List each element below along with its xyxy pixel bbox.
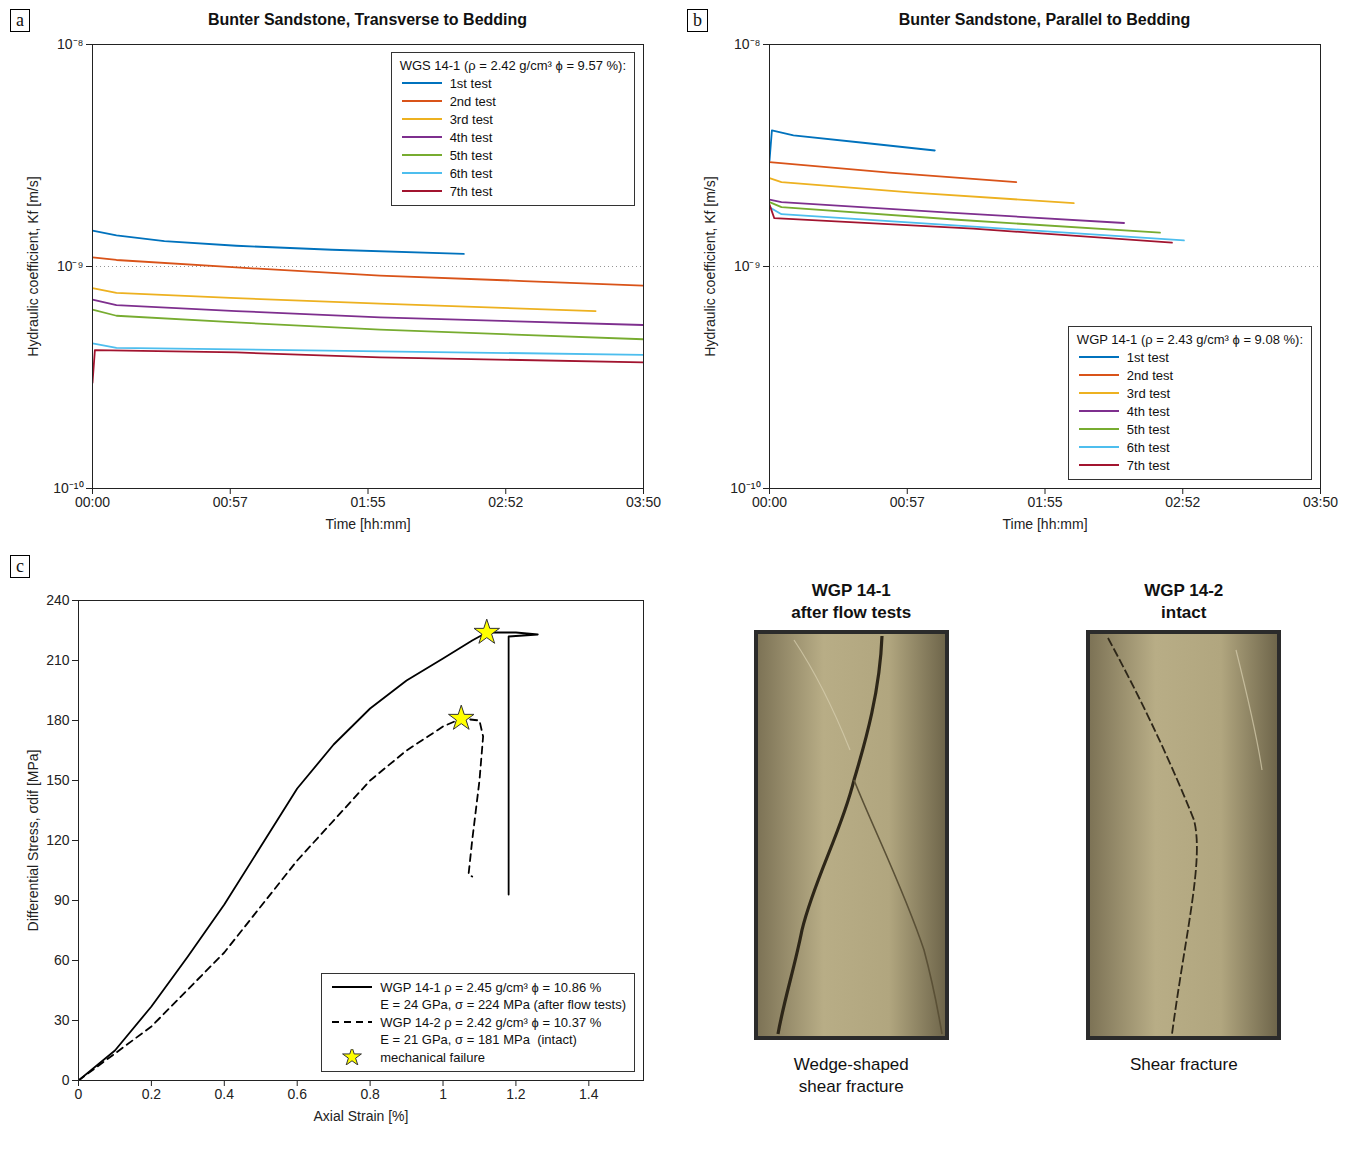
html-text:7th test: 7th test (1126, 458, 1170, 473)
html-text:Bunter Sandstone, Transverse t: Bunter Sandstone, Transverse to Bedding (207, 11, 528, 28)
svg-text:0: 0 (75, 1086, 83, 1102)
svg-text:10⁻¹⁰: 10⁻¹⁰ (730, 480, 761, 496)
html-text:1st test: 1st test (1126, 350, 1169, 365)
svg-text:00:57: 00:57 (890, 494, 925, 510)
svg-text:0.2: 0.2 (142, 1086, 162, 1102)
html-text:5th test: 5th test (449, 148, 493, 163)
svg-text:01:55: 01:55 (1027, 494, 1062, 510)
html-text:Wedge-shaped shear fracture: Wedge-shaped shear fracture (793, 1055, 909, 1096)
html-text:after flow tests: after flow tests (791, 603, 912, 622)
html-text:c: c (16, 556, 24, 576)
html-text:b: b (693, 10, 702, 30)
html-text:3rd test: 3rd test (449, 112, 493, 127)
svg-text:10⁻⁸: 10⁻⁸ (734, 36, 761, 52)
html-text:WGP 14-1 (ρ = 2.43 g/cm³ ϕ = 9: WGP 14-1 (ρ = 2.43 g/cm³ ϕ = 9.08 %): (1076, 332, 1303, 347)
svg-text:02:52: 02:52 (1165, 494, 1200, 510)
svg-text:1.4: 1.4 (579, 1086, 599, 1102)
html-text:4th test: 4th test (449, 130, 493, 145)
html-text:7th test: 7th test (449, 184, 493, 199)
html-text:a: a (16, 10, 24, 30)
html-text:1st test: 1st test (449, 76, 492, 91)
svg-text:0.4: 0.4 (215, 1086, 235, 1102)
svg-text:120: 120 (46, 832, 70, 848)
html-text:4th test: 4th test (1126, 404, 1170, 419)
svg-text:Hydraulic coefficient, Kf [m/s: Hydraulic coefficient, Kf [m/s] (702, 176, 718, 356)
html-text:6th test: 6th test (449, 166, 493, 181)
html-text:3rd test: 3rd test (1126, 386, 1171, 401)
svg-text:240: 240 (46, 592, 70, 608)
svg-text:03:50: 03:50 (1303, 494, 1338, 510)
svg-text:Hydraulic coefficient, Kf [m/s: Hydraulic coefficient, Kf [m/s] (25, 176, 41, 356)
svg-text:210: 210 (46, 652, 70, 668)
svg-text:90: 90 (54, 892, 70, 908)
svg-text:1.2: 1.2 (506, 1086, 526, 1102)
svg-text:60: 60 (54, 952, 70, 968)
html-text:intact: intact (1161, 603, 1207, 622)
svg-text:10⁻⁸: 10⁻⁸ (57, 36, 84, 52)
svg-text:1: 1 (439, 1086, 447, 1102)
svg-text:Time [hh:mm]: Time [hh:mm] (325, 516, 410, 532)
html-text:WGS 14-1 (ρ = 2.42 g/cm³ ϕ = 9: WGS 14-1 (ρ = 2.42 g/cm³ ϕ = 9.57 %): (399, 58, 626, 73)
svg-text:10⁻⁹: 10⁻⁹ (57, 258, 84, 274)
svg-text:Axial Strain [%]: Axial Strain [%] (314, 1108, 409, 1124)
svg-text:01:55: 01:55 (350, 494, 385, 510)
svg-text:180: 180 (46, 712, 70, 728)
html-text:6th test: 6th test (1126, 440, 1170, 455)
html-text:Shear fracture: Shear fracture (1129, 1055, 1238, 1074)
html-text:Bunter Sandstone, Parallel to: Bunter Sandstone, Parallel to Bedding (898, 11, 1191, 28)
svg-text:10⁻¹⁰: 10⁻¹⁰ (53, 480, 84, 496)
svg-text:150: 150 (46, 772, 70, 788)
svg-text:30: 30 (54, 1012, 70, 1028)
html-text:WGP 14-2: WGP 14-2 (1144, 581, 1224, 600)
html-text:2nd test: 2nd test (449, 94, 496, 109)
svg-text:0: 0 (62, 1072, 70, 1088)
html-text:WGP 14-1 ρ = 2.45 g/cm³ ϕ = 10: WGP 14-1 ρ = 2.45 g/cm³ ϕ = 10.86 % E = … (380, 980, 626, 1012)
svg-text:0.8: 0.8 (360, 1086, 380, 1102)
html-text:2nd test: 2nd test (1126, 368, 1174, 383)
svg-text:00:00: 00:00 (75, 494, 110, 510)
html-text:mechanical failure: mechanical failure (380, 1050, 485, 1065)
svg-text:Time [hh:mm]: Time [hh:mm] (1002, 516, 1087, 532)
html-text:5th test: 5th test (1126, 422, 1170, 437)
svg-text:Differential Stress, σdif [MPa: Differential Stress, σdif [MPa] (25, 750, 41, 932)
svg-text:10⁻⁹: 10⁻⁹ (734, 258, 761, 274)
html-text:WGP 14-1: WGP 14-1 (811, 581, 891, 600)
svg-text:00:00: 00:00 (752, 494, 787, 510)
svg-text:02:52: 02:52 (488, 494, 523, 510)
html-text:WGP 14-2 ρ = 2.42 g/cm³ ϕ = 10: WGP 14-2 ρ = 2.42 g/cm³ ϕ = 10.37 % E = … (380, 1015, 602, 1047)
svg-text:00:57: 00:57 (213, 494, 248, 510)
svg-text:0.6: 0.6 (287, 1086, 307, 1102)
svg-text:03:50: 03:50 (626, 494, 661, 510)
